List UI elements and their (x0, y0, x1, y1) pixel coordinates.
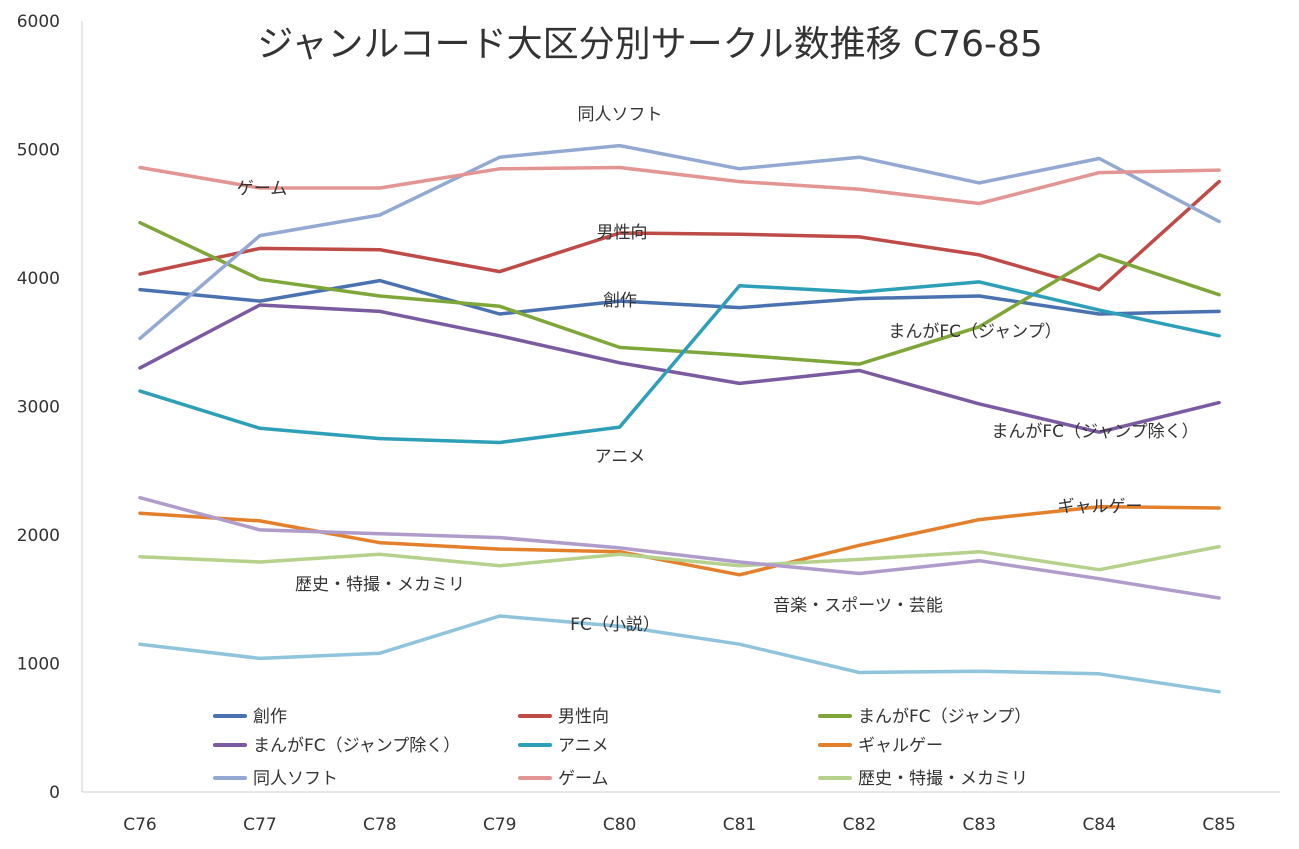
x-tick-label: C80 (603, 815, 637, 835)
annotation-label: まんがFC（ジャンプ） (888, 322, 1061, 342)
annotation-label: 同人ソフト (578, 105, 663, 125)
annotation-label: まんがFC（ジャンプ除く） (991, 422, 1198, 442)
series-line-7 (138, 143, 1221, 341)
annotation-label: 歴史・特撮・メカミリ (295, 575, 465, 595)
y-tick-label: 1000 (17, 655, 60, 675)
annotation-label: 音楽・スポーツ・芸能 (773, 596, 943, 616)
legend-item: まんがFC（ジャンプ除く） (213, 736, 460, 756)
series-line-9 (138, 544, 1221, 572)
series-line-4 (138, 303, 1221, 434)
y-tick-label: 6000 (17, 12, 60, 32)
legend-label: まんがFC（ジャンプ） (858, 707, 1031, 727)
y-tick-label: 5000 (17, 141, 60, 161)
legend-label: 男性向 (558, 707, 609, 727)
series-line-10 (138, 495, 1221, 600)
legend: 創作 男性向 まんがFC（ジャンプ） まんがFC（ジャンプ除く） アニメ ギャルゲー同人ソ… (213, 707, 1031, 789)
x-tick-label: C84 (1082, 815, 1116, 835)
series-line-11 (138, 614, 1221, 694)
annotation-label: 男性向 (597, 223, 648, 243)
series-line-8 (138, 165, 1221, 206)
x-tick-label: C82 (843, 815, 877, 835)
x-tick-label: C83 (963, 815, 997, 835)
legend-item: まんがFC（ジャンプ） (818, 707, 1031, 727)
series-line-5 (138, 280, 1221, 445)
series-line-3 (138, 220, 1221, 366)
chart-title: ジャンルコード大区分別サークル数推移 C76-85 (257, 24, 1043, 65)
y-tick-label: 4000 (17, 269, 60, 289)
legend-item: 創作 (213, 707, 287, 727)
legend-label: 歴史・特撮・メカミリ (858, 769, 1028, 789)
series-line-1 (138, 278, 1221, 316)
x-tick-label: C76 (123, 815, 157, 835)
legend-item: アニメ (518, 736, 609, 756)
annotation-label: アニメ (595, 447, 646, 467)
annotation-label: ギャルゲー (1058, 497, 1143, 517)
y-tick-label: 2000 (17, 526, 60, 546)
x-tick-label: C81 (723, 815, 757, 835)
x-tick-label: C79 (483, 815, 517, 835)
annotation-label: ゲーム (237, 179, 288, 199)
annotation-label: 創作 (603, 291, 637, 311)
legend-item: 男性向 (518, 707, 609, 727)
legend-label: 同人ソフト (253, 769, 338, 789)
legend-label: ギャルゲー (858, 736, 943, 756)
legend-item: 同人ソフト (213, 769, 338, 789)
axes: 0 1000 2000 3000 4000 5000 6000 C76 C77 C78 C79 C80… (17, 12, 1280, 835)
x-tick-label: C85 (1202, 815, 1236, 835)
y-tick-label: 3000 (17, 398, 60, 418)
legend-label: ゲーム (558, 769, 609, 789)
y-tick-label: 0 (49, 783, 60, 803)
legend-label: まんがFC（ジャンプ除く） (253, 736, 460, 756)
legend-label: アニメ (558, 736, 609, 756)
legend-item: ギャルゲー (818, 736, 943, 756)
legend-label: 創作 (253, 707, 287, 727)
series-line-2 (138, 179, 1221, 292)
x-tick-label: C78 (363, 815, 397, 835)
annotation-label: FC（小説） (570, 615, 660, 635)
legend-item: 歴史・特撮・メカミリ (818, 769, 1028, 789)
legend-item: ゲーム (518, 769, 609, 789)
x-tick-label: C77 (243, 815, 277, 835)
series-lines (138, 143, 1221, 694)
